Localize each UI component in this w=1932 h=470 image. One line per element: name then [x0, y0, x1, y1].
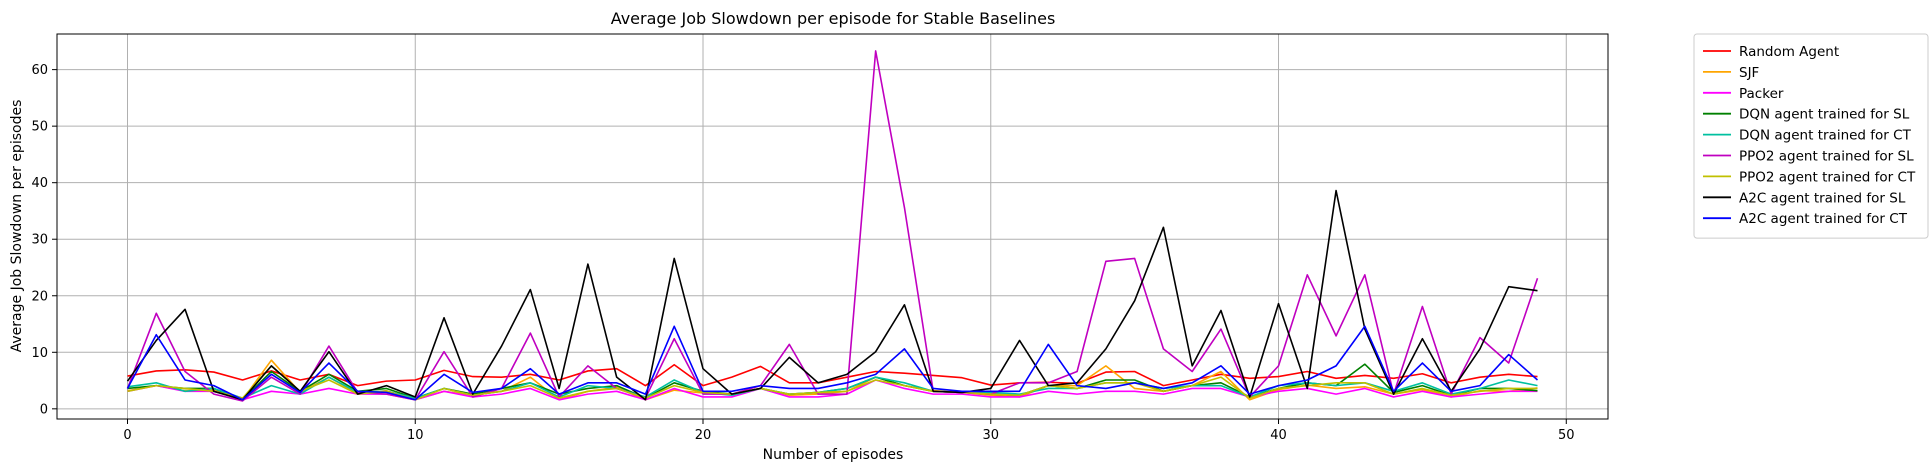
- series-line-7: [127, 365, 1538, 401]
- y-tick-label: 20: [31, 289, 48, 304]
- y-axis-label: Average Job Slowdown per episodes: [9, 100, 25, 353]
- legend-entry-label: A2C agent trained for CT: [1739, 211, 1908, 227]
- legend-entry-label: PPO2 agent trained for CT: [1739, 169, 1916, 185]
- legend-entry-label: SJF: [1739, 65, 1759, 81]
- x-tick-label: 20: [695, 428, 712, 443]
- y-tick-label: 60: [31, 63, 48, 78]
- series-line-6: [126, 50, 1539, 402]
- legend-entry-label: Packer: [1739, 86, 1784, 102]
- y-tick-label: 0: [40, 402, 48, 417]
- legend: Random Agent SJF Packer DQN agent trained f…: [1693, 33, 1929, 239]
- plot-area-frame: [56, 33, 1609, 420]
- x-tick-label: 10: [407, 428, 424, 443]
- axis-ticks: 0 10 20 30 40 50 0 10 20 30 40 50 60: [31, 63, 1574, 443]
- series-lines: [126, 50, 1539, 402]
- x-axis-label: Number of episodes: [763, 447, 904, 463]
- series-line-9: [126, 325, 1539, 401]
- y-tick-label: 40: [31, 176, 48, 191]
- x-tick-label: 0: [123, 428, 131, 443]
- legend-entry-label: PPO2 agent trained for SL: [1739, 149, 1914, 165]
- y-tick-label: 50: [31, 120, 48, 135]
- legend-entry-label: DQN agent trained for CT: [1739, 128, 1912, 144]
- x-tick-label: 30: [982, 428, 999, 443]
- y-tick-label: 30: [31, 233, 48, 248]
- legend-entry-label: DQN agent trained for SL: [1739, 107, 1910, 123]
- y-tick-label: 10: [31, 346, 48, 361]
- legend-frame: [1693, 33, 1929, 239]
- x-tick-label: 40: [1270, 428, 1287, 443]
- grid: [57, 34, 1608, 419]
- legend-entry-label: Random Agent: [1739, 44, 1839, 60]
- x-tick-label: 50: [1558, 428, 1575, 443]
- series-line-8: [126, 189, 1538, 401]
- legend-entry-label: A2C agent trained for SL: [1739, 190, 1906, 206]
- chart-title: Average Job Slowdown per episode for Sta…: [611, 9, 1056, 28]
